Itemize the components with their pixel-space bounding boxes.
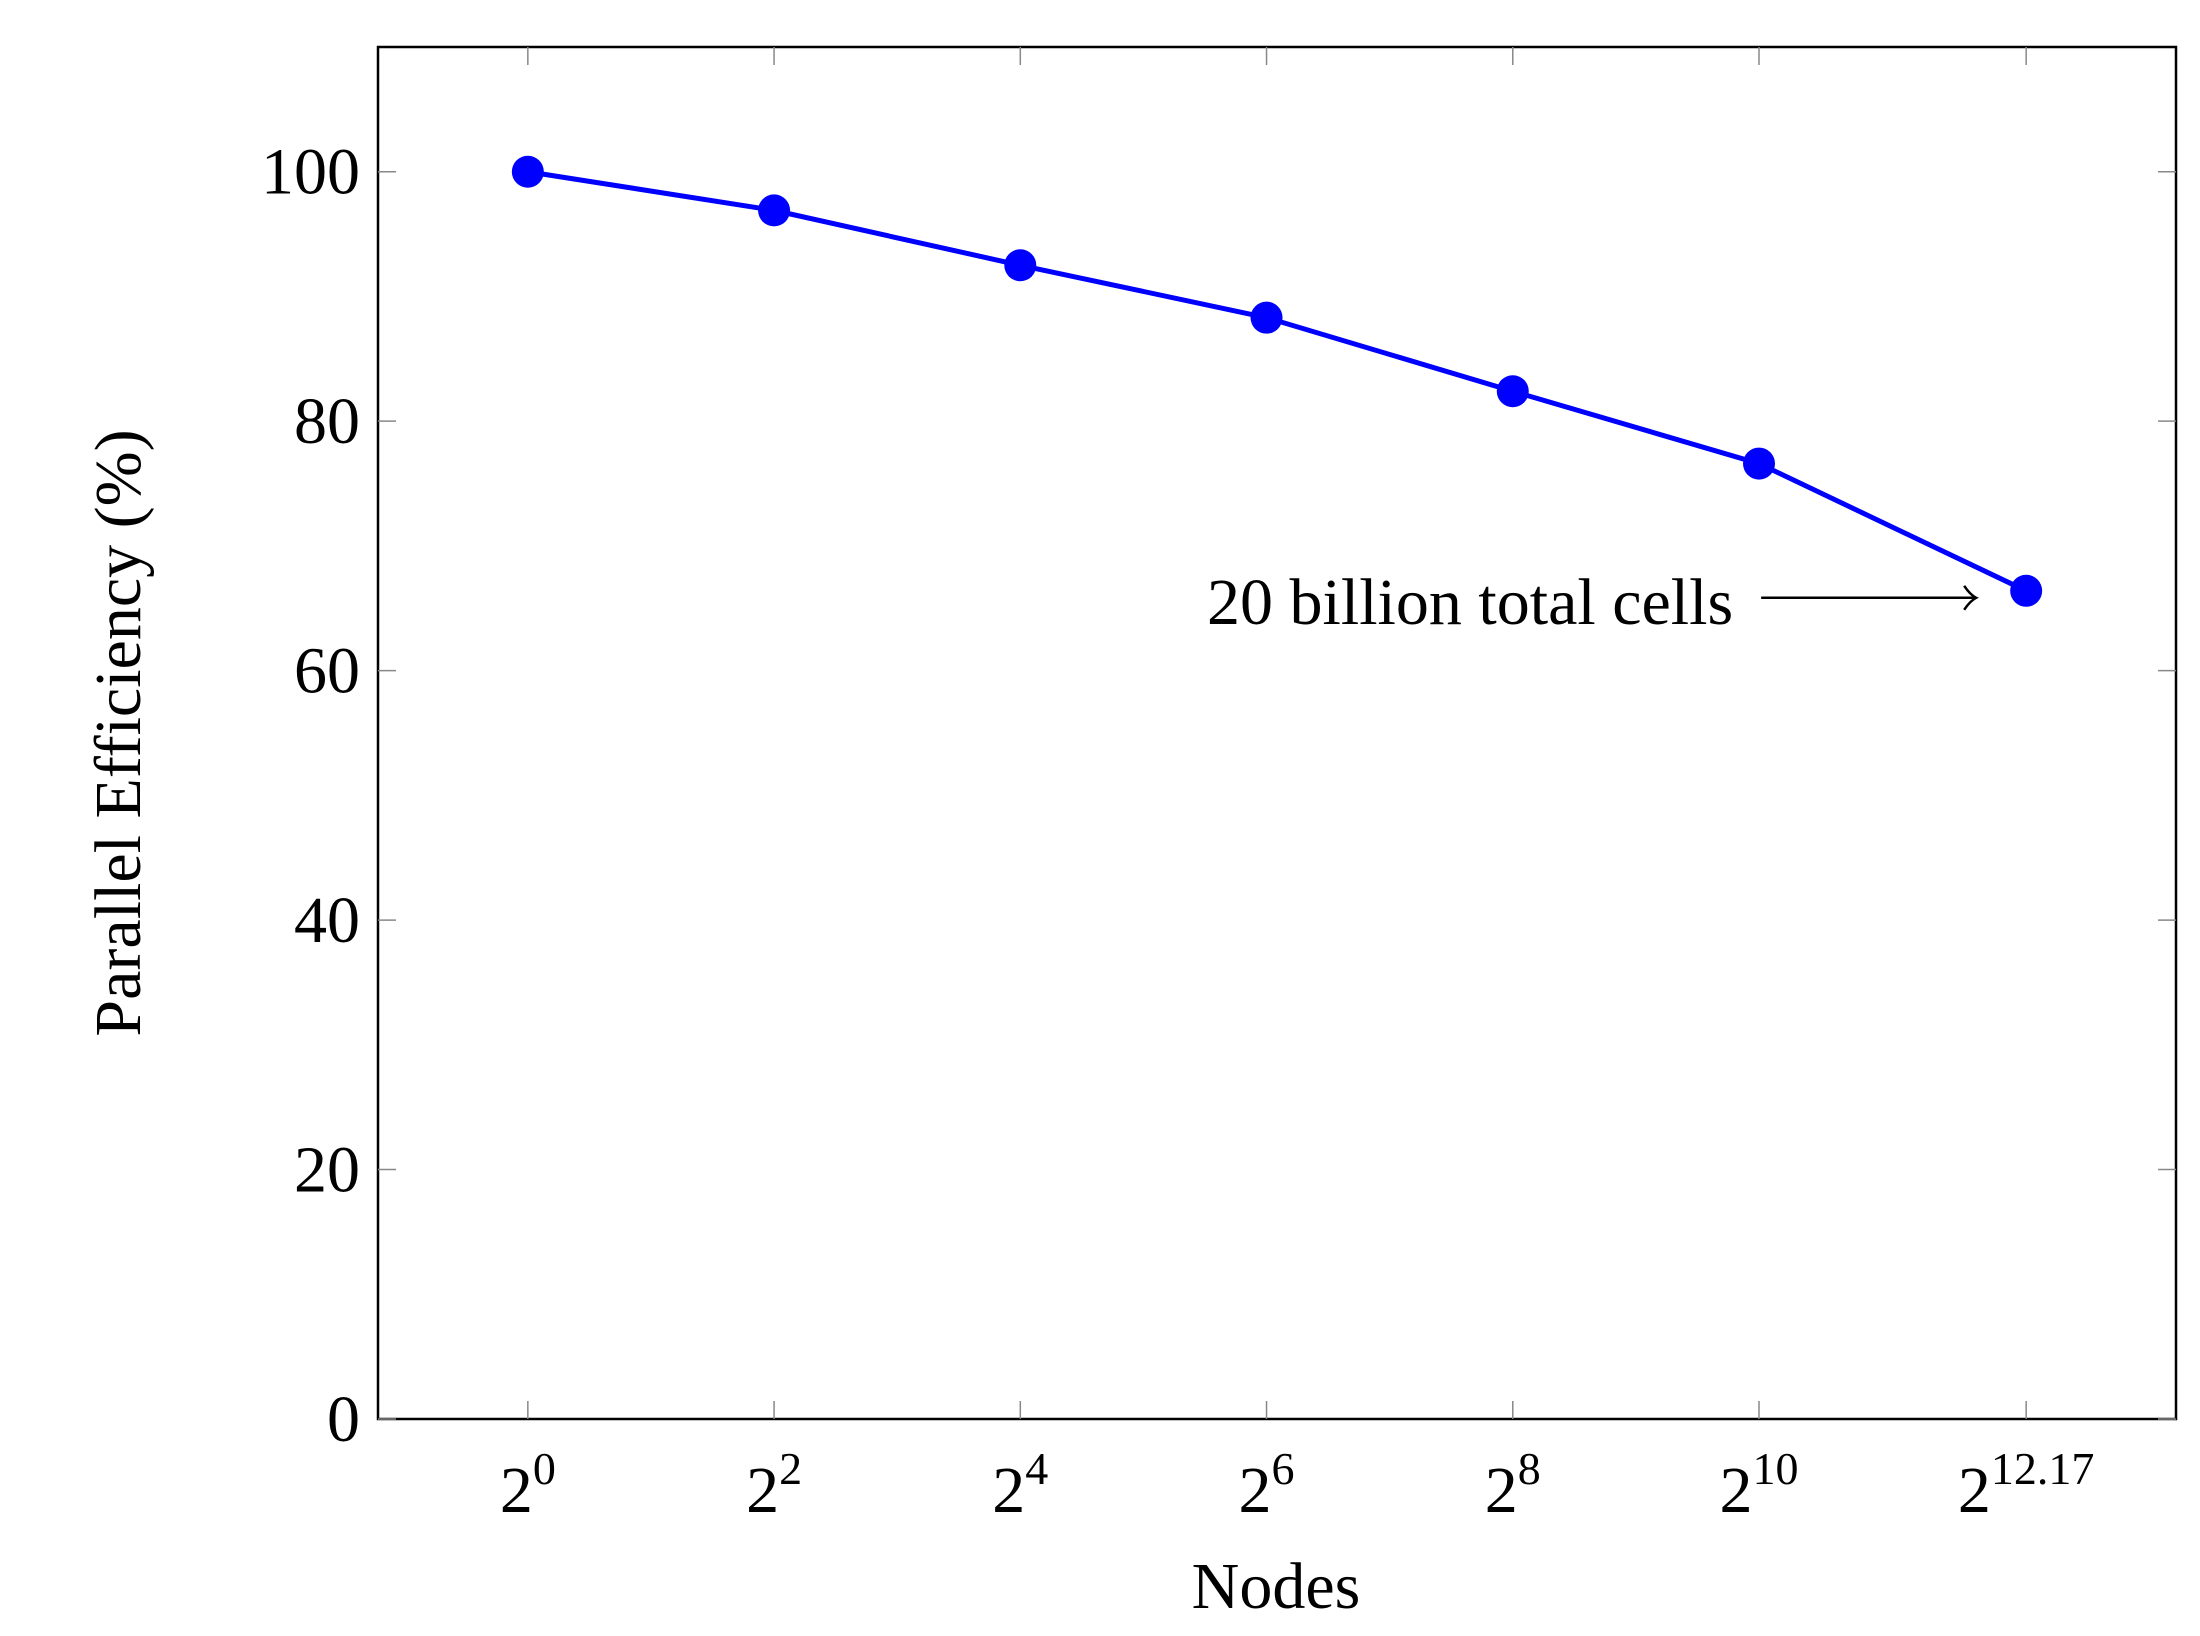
data-point: [1004, 249, 1037, 282]
y-tick-label: 40: [294, 884, 360, 957]
x-tick-base: 2: [1239, 1454, 1272, 1527]
x-tick-exponent: 8: [1518, 1443, 1541, 1494]
data-point: [758, 194, 791, 227]
y-axis-label: Parallel Efficiency (%): [82, 429, 155, 1036]
y-tick-label: 0: [327, 1383, 360, 1456]
x-tick-label: 212.17: [1958, 1443, 2094, 1527]
x-tick-exponent: 10: [1753, 1443, 1799, 1494]
x-tick-base: 2: [746, 1454, 779, 1527]
x-tick-base: 2: [1958, 1454, 1991, 1527]
data-point: [1250, 301, 1283, 334]
data-point: [2010, 574, 2043, 607]
x-tick-labels: 20 22 24 26 28 210 212.17: [500, 1443, 2095, 1527]
data-point: [1743, 447, 1776, 480]
y-tick-label: 60: [294, 635, 360, 708]
x-tick-base: 2: [1485, 1454, 1518, 1527]
ticks: [378, 47, 2176, 1420]
annotation-label: 20 billion total cells: [1207, 566, 1733, 639]
x-tick-base: 2: [500, 1454, 533, 1527]
y-tick-labels: 0 20 40 60 80 100: [261, 136, 360, 1456]
x-tick-exponent: 2: [779, 1443, 802, 1494]
x-tick-exponent: 4: [1025, 1443, 1048, 1494]
arrow-head-icon: [1963, 585, 1979, 611]
series-line: [527, 169, 2028, 594]
x-tick-label: 28: [1485, 1443, 1541, 1527]
data-point: [1496, 375, 1529, 408]
y-tick-label: 100: [261, 136, 360, 209]
series-markers: [511, 155, 2043, 607]
x-tick-label: 24: [992, 1443, 1048, 1527]
x-tick-label: 20: [500, 1443, 556, 1527]
x-tick-base: 2: [992, 1454, 1025, 1527]
data-point: [511, 155, 544, 188]
y-tick-label: 80: [294, 385, 360, 458]
x-tick-label: 210: [1720, 1443, 1799, 1527]
x-tick-exponent: 12.17: [1991, 1443, 2094, 1494]
x-tick-exponent: 6: [1272, 1443, 1295, 1494]
plot-frame: [376, 45, 2178, 1421]
x-tick-base: 2: [1720, 1454, 1753, 1527]
x-tick-label: 26: [1239, 1443, 1295, 1527]
x-tick-exponent: 0: [533, 1443, 556, 1494]
x-axis-label: Nodes: [1192, 1550, 1361, 1623]
y-tick-label: 20: [294, 1134, 360, 1207]
x-tick-label: 22: [746, 1443, 802, 1527]
